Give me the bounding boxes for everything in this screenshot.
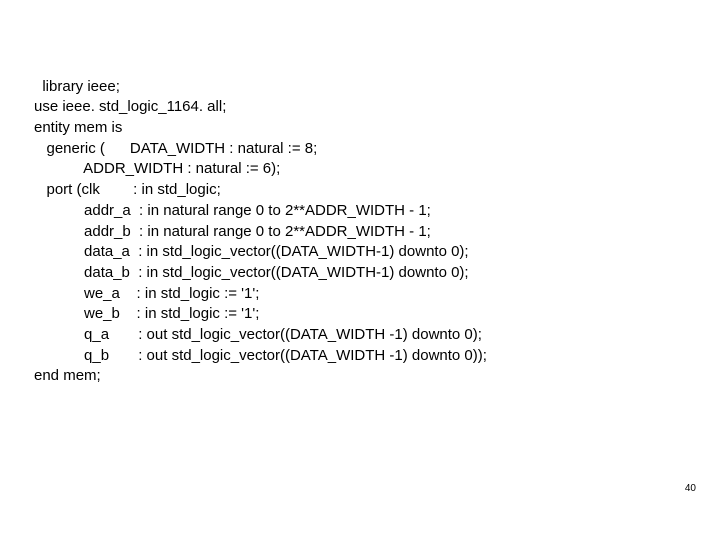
code-line: use ieee. std_logic_1164. all; xyxy=(34,98,226,115)
code-line: addr_a : in natural range 0 to 2**ADDR_W… xyxy=(34,202,431,219)
code-line: entity mem is xyxy=(34,119,122,136)
code-line: we_b : in std_logic := '1'; xyxy=(34,305,259,322)
code-line: data_b : in std_logic_vector((DATA_WIDTH… xyxy=(34,264,469,281)
page-number: 40 xyxy=(685,483,696,494)
code-line: library ieee; xyxy=(42,78,120,95)
code-line: port (clk : in std_logic; xyxy=(34,181,221,198)
code-line: addr_b : in natural range 0 to 2**ADDR_W… xyxy=(34,223,431,240)
code-line: end mem; xyxy=(34,367,101,384)
code-line: generic ( DATA_WIDTH : natural := 8; xyxy=(34,140,317,157)
code-line: q_b : out std_logic_vector((DATA_WIDTH -… xyxy=(34,347,487,364)
code-line: we_a : in std_logic := '1'; xyxy=(34,285,259,302)
vhdl-code-block: library ieee; use ieee. std_logic_1164. … xyxy=(34,56,594,387)
code-line: q_a : out std_logic_vector((DATA_WIDTH -… xyxy=(34,326,482,343)
code-line: data_a : in std_logic_vector((DATA_WIDTH… xyxy=(34,243,469,260)
code-line: ADDR_WIDTH : natural := 6); xyxy=(34,160,280,177)
